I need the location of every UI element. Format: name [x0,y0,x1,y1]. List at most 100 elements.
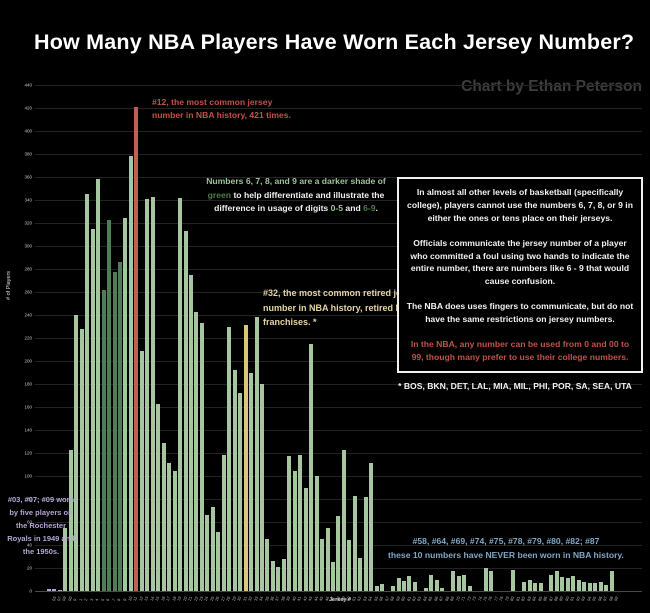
annotation-number-32: #32, the most common retired jersey numb… [263,288,420,327]
bar-88 [549,574,554,591]
y-tick-label-280: 280 [24,266,32,272]
y-tick-label-160: 160 [24,404,32,410]
y-tick-label-200: 200 [24,358,32,364]
gridline-140 [35,430,642,431]
bar-52 [352,495,357,591]
bar-03 [47,588,51,591]
bar-15 [150,196,155,591]
annotation-segment: green [207,189,232,200]
y-tick-label-80: 80 [26,496,32,502]
bar-24 [199,323,204,591]
bar-81 [511,570,516,591]
bar-32 [243,325,248,591]
y-tick-label-420: 420 [24,105,32,111]
bar-5 [96,179,101,591]
bar-90 [560,577,565,591]
bar-62 [407,576,412,591]
bar-12 [134,106,139,591]
gridline-420 [35,108,642,109]
bar-23 [194,311,199,591]
bar-72 [462,574,467,591]
bar-92 [571,576,576,591]
bar-21 [183,231,188,591]
y-tick-label-400: 400 [24,128,32,134]
bar-09 [57,589,62,591]
y-tick-label-360: 360 [24,174,32,180]
bar-56 [374,586,379,591]
gridline-260 [35,292,642,293]
bar-49 [336,516,341,591]
bar-6 [101,289,106,591]
gridline-320 [35,223,642,224]
y-tick-label-100: 100 [24,473,32,479]
bar-0 [68,449,73,591]
bar-50 [341,449,346,591]
x-tick-label-8: 8 [116,597,122,602]
annotation-number-12: #12, the most common jersey number in NB… [152,97,291,120]
y-tick-label-440: 440 [24,82,32,88]
retired-franchises-footnote: * BOS, BKN, DET, LAL, MIA, MIL, PHI, POR… [398,381,632,391]
info-box-paragraph-3: The NBA does uses fingers to communicate… [406,301,634,325]
bar-16 [156,403,161,591]
bar-99 [609,571,614,591]
y-tick-label-240: 240 [24,312,32,318]
annotation-never-worn-line2: these 10 numbers have NEVER been worn in… [388,549,624,560]
bar-29 [227,326,232,591]
annotation-never-worn: #58, #64, #69, #74, #75, #78, #79, #80, … [368,535,644,562]
y-tick-label-180: 180 [24,381,32,387]
bar-98 [604,585,609,591]
bar-68 [440,587,445,591]
bar-14 [145,198,150,591]
gridline-100 [35,476,642,477]
bar-27 [216,532,221,591]
gridline-120 [35,453,642,454]
bar-83 [522,581,527,591]
gridline-200 [35,361,642,362]
bar-00 [63,527,68,591]
info-box-paragraph-2: Officials communicate the jersey number … [410,237,630,287]
bar-66 [429,574,434,591]
gridline-280 [35,269,642,270]
bar-13 [139,350,144,591]
y-tick-label-40: 40 [26,542,32,548]
bar-42 [298,455,303,591]
bar-26 [210,507,215,591]
bar-70 [451,571,456,591]
bar-46 [320,539,325,591]
bar-86 [538,582,543,591]
bar-36 [265,539,270,591]
y-tick-label-340: 340 [24,197,32,203]
bar-43 [303,487,308,591]
bar-59 [391,586,396,591]
bar-22 [189,274,193,591]
info-box-paragraph-4: In the NBA, any number can be used from … [410,339,630,362]
annotation-segment: and [343,203,364,213]
bar-39 [281,558,286,591]
bar-10 [123,218,128,591]
annotation-segment: . [375,203,378,213]
bar-53 [358,557,363,591]
gridline-180 [35,384,642,385]
bar-94 [582,581,587,591]
gridline-300 [35,246,642,247]
gridline-0 [35,591,642,592]
bar-19 [172,471,177,591]
bar-33 [249,372,254,591]
bar-54 [363,496,368,591]
gridline-380 [35,154,642,155]
bar-61 [402,580,406,591]
bar-55 [369,463,374,591]
annotation-segment: 6-9 [363,203,376,213]
bar-93 [576,579,581,591]
bar-31 [238,393,243,591]
page-title: How Many NBA Players Have Worn Each Jers… [34,30,635,54]
gridline-240 [35,315,642,316]
info-box-paragraph-1: In almost all other levels of basketball… [407,187,633,223]
bar-77 [489,571,494,591]
bar-18 [167,463,172,591]
bar-85 [533,582,538,591]
bar-3 [85,194,90,591]
bar-76 [483,568,488,591]
bar-38 [276,566,281,591]
y-tick-label-380: 380 [24,151,32,157]
